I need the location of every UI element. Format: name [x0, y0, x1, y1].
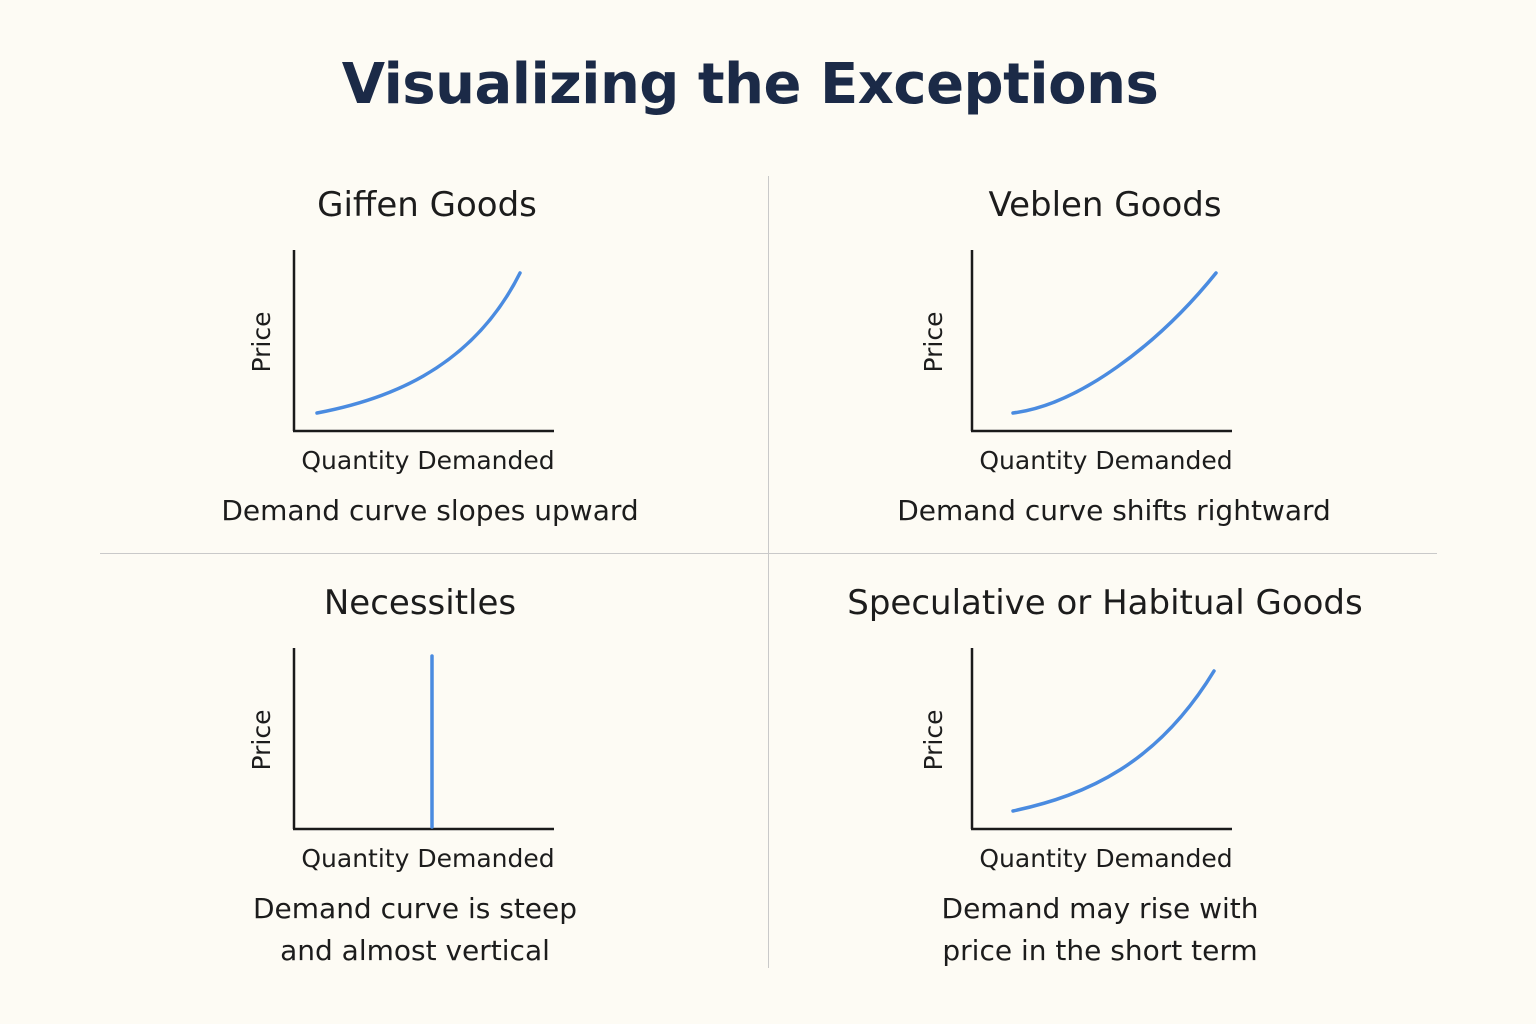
- demand-curve: [315, 271, 522, 415]
- panel-caption-necessitles: Demand curve is steep and almost vertica…: [252, 892, 578, 967]
- vertical-divider: [768, 176, 769, 968]
- page-title: Visualizing the Exceptions: [341, 52, 1159, 117]
- y-axis-label: Price: [919, 312, 948, 373]
- horizontal-divider: [100, 553, 1437, 554]
- x-axis-label: Quantity Demanded: [979, 844, 1232, 873]
- panel-title-veblen-goods: Veblen Goods: [988, 185, 1222, 225]
- chart-giffen-goods: Price Quantity Demanded: [247, 250, 555, 475]
- y-axis-label: Price: [919, 710, 948, 771]
- x-axis-label: Quantity Demanded: [979, 446, 1232, 475]
- x-axis-label: Quantity Demanded: [301, 446, 554, 475]
- demand-curve: [1011, 271, 1218, 415]
- panel-title-speculative-goods: Speculative or Habitual Goods: [847, 583, 1363, 623]
- y-axis-label: Price: [247, 312, 276, 373]
- x-axis-label: Quantity Demanded: [301, 844, 554, 873]
- chart-veblen-goods: Price Quantity Demanded: [919, 250, 1233, 475]
- panel-title-necessitles: Necessitles: [323, 583, 517, 623]
- panel-title-giffen-goods: Giffen Goods: [317, 185, 537, 225]
- panel-caption-speculative-goods: Demand may rise with price in the short …: [941, 892, 1259, 967]
- y-axis-label: Price: [247, 710, 276, 771]
- chart-speculative-goods: Price Quantity Demanded: [919, 648, 1233, 873]
- demand-curve: [1011, 669, 1216, 813]
- chart-necessitles: Price Quantity Demanded: [247, 648, 555, 873]
- panel-caption-veblen-goods: Demand curve shifts rightward: [897, 494, 1331, 527]
- panel-caption-giffen-goods: Demand curve slopes upward: [221, 494, 639, 527]
